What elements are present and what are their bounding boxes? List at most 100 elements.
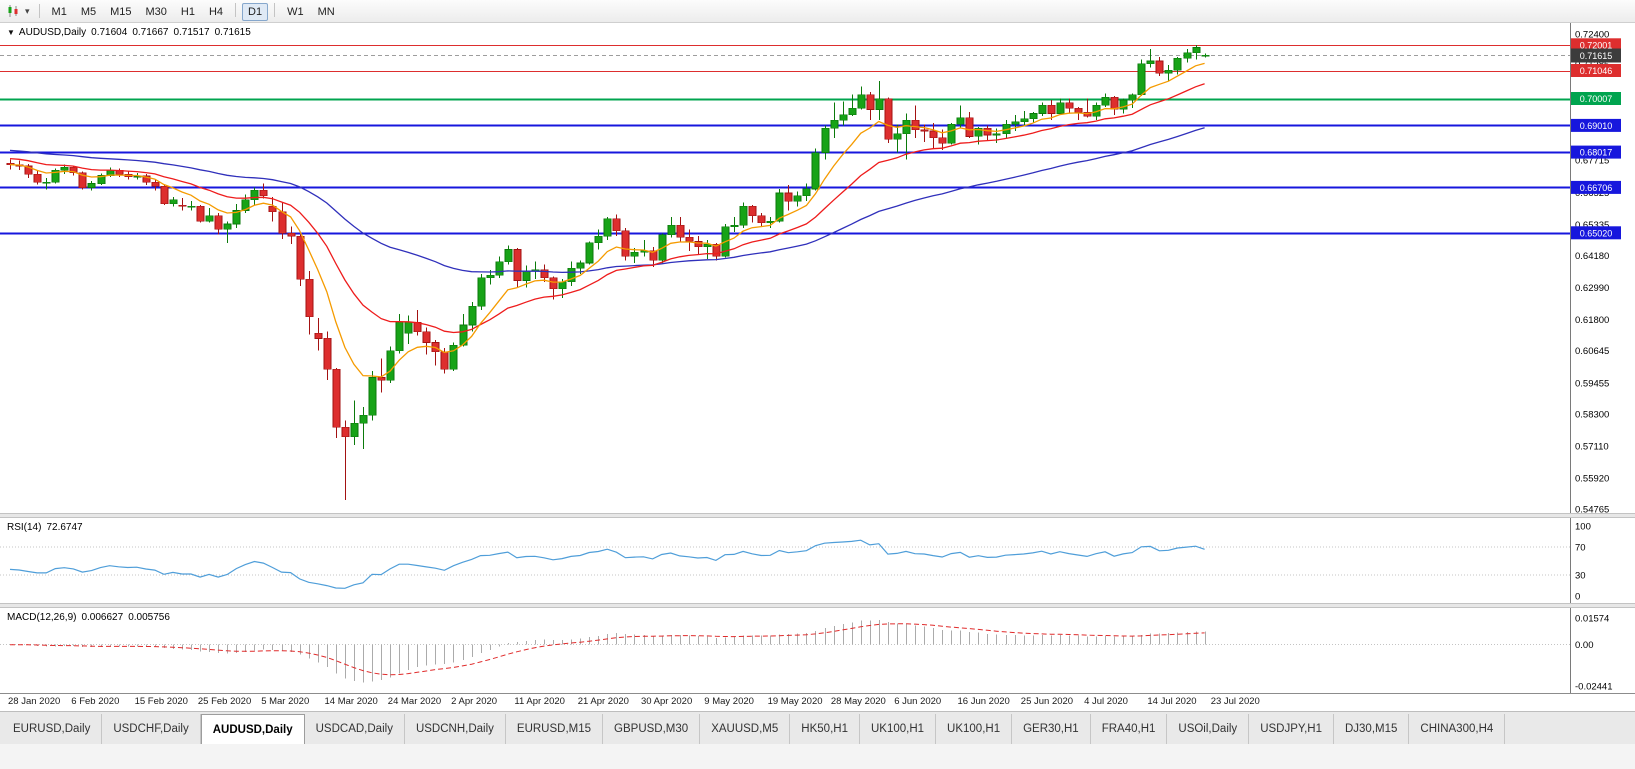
rsi-tick-label: 70 [1575,543,1586,554]
date-label: 24 Mar 2020 [387,696,442,707]
rsi-tick-label: 100 [1575,522,1591,533]
date-label: 5 Mar 2020 [261,696,310,707]
date-label: 6 Jun 2020 [894,696,942,707]
hline-price-label: 0.71046 [1580,66,1613,76]
hline-price-box [1571,118,1621,132]
timeframe-button-m5[interactable]: M5 [80,5,97,18]
ma-line-8 [9,62,1205,378]
date-label: 21 Apr 2020 [577,696,629,707]
ohlc-low: 0.71517 [173,27,210,38]
toolbar-separator [38,4,40,18]
macd-panel: 0.01574 0.00 -0.02441 MACD(12,26,9) 0.00662… [0,608,1635,693]
macd-tick-label: -0.02441 [1575,682,1613,693]
chart-tab-uk100-h1[interactable]: UK100,H1 [936,714,1013,744]
date-label: 23 Jul 2020 [1210,696,1260,707]
timeframe-button-m30[interactable]: M30 [145,5,167,18]
dropdown-caret-icon[interactable]: ▾ [25,5,30,16]
panel-divider[interactable] [0,513,1635,518]
symbol-period-label: AUDUSD,Daily [18,27,87,38]
date-label: 4 Jul 2020 [1084,696,1128,707]
chart-tab-fra40-h1[interactable]: FRA40,H1 [1090,714,1168,744]
price-tick-label: 0.60645 [1575,346,1609,357]
chart-tab-audusd-daily[interactable]: AUDUSD,Daily [200,714,305,744]
date-label: 25 Feb 2020 [197,696,252,707]
rsi-info-line: RSI(14) 72.6747 [7,522,88,533]
rsi-chart[interactable]: 100 70 30 0 [0,518,1635,603]
timeframe-button-d1[interactable]: D1 [242,2,269,21]
price-tick-label: 0.59455 [1575,378,1609,389]
chart-info-line: ▼ AUDUSD,Daily 0.71604 0.71667 0.71517 0.7161… [7,27,256,38]
date-label: 15 Feb 2020 [134,696,188,707]
main-price-chart[interactable]: 0.724000.712850.700950.689050.677150.665… [0,23,1635,513]
date-label: 25 Jun 2020 [1020,696,1074,707]
chart-tab-china300-h4[interactable]: CHINA300,H4 [1409,714,1506,744]
hline-price-label: 0.66706 [1580,183,1613,193]
chart-tab-gbpusd-m30[interactable]: GBPUSD,M30 [603,714,701,744]
rsi-name: RSI(14) [7,522,42,533]
price-tick-label: 0.62990 [1575,283,1609,294]
chart-type-icon[interactable] [4,2,24,20]
chart-tab-eurusd-m15[interactable]: EURUSD,M15 [505,714,604,744]
chart-tab-eurusd-daily[interactable]: EURUSD,Daily [2,714,103,744]
chart-tab-hk50-h1[interactable]: HK50,H1 [790,714,860,744]
date-label: 28 Jan 2020 [8,696,61,707]
date-label: 14 Mar 2020 [324,696,378,707]
chart-tab-usdchf-daily[interactable]: USDCHF,Daily [102,714,201,744]
price-tick-label: 0.61800 [1575,315,1609,326]
chart-tab-usdcnh-daily[interactable]: USDCNH,Daily [404,714,506,744]
date-label: 16 Jun 2020 [957,696,1010,707]
timeframe-button-w1[interactable]: W1 [287,5,304,18]
rsi-value: 72.6747 [46,522,83,533]
timeframe-button-h4[interactable]: H4 [208,5,224,18]
hline-price-box [1571,226,1621,240]
macd-chart[interactable]: 0.01574 0.00 -0.02441 [0,608,1635,693]
main-chart-panel: 0.724000.712850.700950.689050.677150.665… [0,23,1635,513]
time-axis[interactable]: 28 Jan 2020 6 Feb 2020 15 Feb 2020 25 Feb 2… [0,693,1635,711]
price-tick-label: 0.67715 [1575,156,1609,167]
date-label: 14 Jul 2020 [1147,696,1197,707]
horizontal-lines [0,45,1570,235]
ma-line-55 [9,127,1205,274]
macd-histogram [28,619,1206,683]
hline-price-label: 0.72001 [1580,40,1613,50]
price-tick-label: 0.72400 [1575,30,1609,41]
macd-signal-line [10,623,1205,676]
macd-name: MACD(12,26,9) [7,612,77,623]
timeframe-button-m1[interactable]: M1 [51,5,67,18]
hline-price-box [1571,38,1621,52]
chart-tab-ger30-h1[interactable]: GER30,H1 [1012,714,1091,744]
timeframe-button-h1[interactable]: H1 [180,5,195,18]
current-price-box [1571,48,1621,63]
timeframe-button-mn[interactable]: MN [317,5,335,18]
price-tick-label: 0.58300 [1575,409,1609,420]
price-tick-label: 0.65335 [1575,220,1609,231]
hline-price-box [1571,64,1621,77]
rsi-line [9,539,1205,589]
hline-price-label: 0.68017 [1580,148,1613,158]
hline-price-box [1571,145,1621,159]
chart-tab-usdjpy-h1[interactable]: USDJPY,H1 [1249,714,1334,744]
macd-signal-value: 0.005756 [128,612,170,623]
ohlc-close: 0.71615 [214,27,251,38]
macd-main-value: 0.006627 [81,612,124,623]
hline-price-label: 0.70007 [1580,94,1613,104]
price-tick-label: 0.54765 [1575,505,1609,513]
panel-divider[interactable] [0,603,1635,608]
macd-tick-label: 0.01574 [1575,614,1609,625]
date-label: 2 Apr 2020 [451,696,498,707]
timeframe-button-m15[interactable]: M15 [110,5,132,18]
chart-tab-dj30-m15[interactable]: DJ30,M15 [1333,714,1410,744]
chart-tab-xauusd-m5[interactable]: XAUUSD,M5 [700,714,791,744]
date-label: 28 May 2020 [830,696,886,707]
chart-tab-usoil-daily[interactable]: USOil,Daily [1167,714,1250,744]
hline-price-label: 0.65020 [1580,228,1613,238]
price-tick-label: 0.57110 [1575,441,1609,452]
chart-tab-uk100-h1[interactable]: UK100,H1 [859,714,937,744]
ma-line-20 [9,83,1205,334]
chart-tab-usdcad-daily[interactable]: USDCAD,Daily [304,714,405,744]
current-price-label: 0.71615 [1580,51,1613,61]
price-tick-label: 0.55920 [1575,473,1609,484]
hline-price-box [1571,180,1621,194]
hline-price-box [1571,92,1621,105]
mini-candles-glyph [8,5,18,17]
